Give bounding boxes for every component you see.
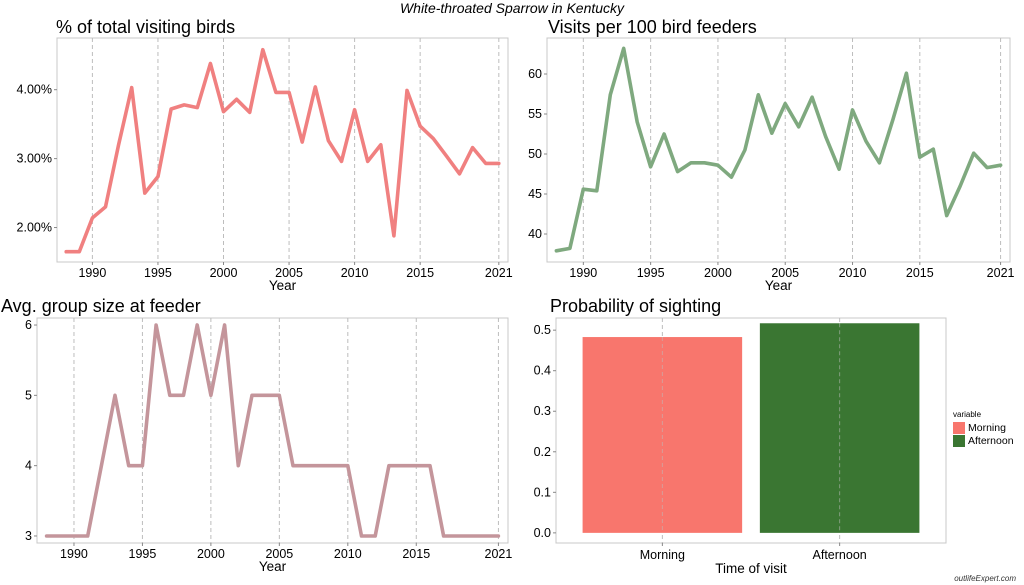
panel-1-x-tick-label: 1995 bbox=[637, 266, 665, 280]
panel-3-x-tick-label: Afternoon bbox=[813, 548, 867, 562]
panel-0-x-tick-label: 1995 bbox=[144, 266, 172, 280]
panel-3-y-tick-label: 0.4 bbox=[534, 364, 551, 378]
panel-1-y-tick-label: 45 bbox=[528, 187, 542, 201]
panel-0-series-line bbox=[64, 47, 501, 254]
panel-2-y-tick-label: 5 bbox=[25, 388, 32, 402]
panel-1-x-axis-label: Year bbox=[765, 278, 793, 293]
panel-3-x-axis-label: Time of visit bbox=[715, 561, 787, 576]
legend: variable Morning Afternoon bbox=[953, 410, 1014, 447]
panel-0-y-tick-label: 4.00% bbox=[17, 83, 52, 97]
panel-1-x-tick-label: 1990 bbox=[569, 266, 597, 280]
panel-1-x-tick-label: 2010 bbox=[839, 266, 867, 280]
panel-0-x-tick-label: 2010 bbox=[341, 266, 369, 280]
legend-swatch-morning bbox=[953, 421, 965, 434]
panel-2-x-tick-label: 1990 bbox=[60, 547, 88, 561]
panel-3-y-tick-label: 0.0 bbox=[534, 526, 551, 540]
panel-3-x-tick-label: Morning bbox=[640, 548, 685, 562]
legend-item-afternoon: Afternoon bbox=[953, 434, 1014, 447]
panel-2-series-line bbox=[44, 323, 501, 538]
panel-2-x-tick-label: 2021 bbox=[485, 547, 513, 561]
panel-2-y-tick-label: 6 bbox=[25, 318, 32, 332]
panel-title-percent: % of total visiting birds bbox=[56, 17, 236, 37]
panel-1-y-tick-label: 40 bbox=[528, 227, 542, 241]
panel-0-x-axis-label: Year bbox=[269, 278, 297, 293]
legend-title: variable bbox=[953, 410, 982, 419]
panel-2-x-axis-label: Year bbox=[259, 559, 287, 574]
panel-0-y-tick-label: 3.00% bbox=[17, 152, 52, 166]
panel-1-y-tick-label: 60 bbox=[528, 67, 542, 81]
panel-0-x-tick-label: 1990 bbox=[78, 266, 106, 280]
panel-0-frame bbox=[56, 37, 509, 263]
legend-item-morning: Morning bbox=[953, 421, 1014, 434]
panel-0-x-tick-label: 2005 bbox=[275, 266, 303, 280]
panel-2-frame bbox=[36, 317, 509, 544]
legend-label-morning: Morning bbox=[968, 421, 1006, 434]
panel-1-series-line bbox=[554, 46, 1003, 253]
panel-3-y-tick-label: 0.1 bbox=[534, 485, 551, 499]
panel-2-x-tick-label: 2000 bbox=[197, 547, 225, 561]
panel-2-x-tick-label: 1995 bbox=[129, 547, 157, 561]
legend-swatch-afternoon bbox=[953, 434, 965, 447]
panel-0-y-tick-label: 2.00% bbox=[17, 221, 52, 235]
panel-2-x-tick-label: 2015 bbox=[402, 547, 430, 561]
legend-label-afternoon: Afternoon bbox=[968, 434, 1014, 447]
panel-1-x-tick-label: 2021 bbox=[987, 266, 1015, 280]
panel-2-x-tick-label: 2010 bbox=[334, 547, 362, 561]
panel-1-x-tick-label: 2000 bbox=[704, 266, 732, 280]
panel-3-y-tick-label: 0.5 bbox=[534, 323, 551, 337]
panel-3-y-tick-label: 0.3 bbox=[534, 404, 551, 418]
panel-0-x-tick-label: 2021 bbox=[485, 266, 513, 280]
credit-text: outlifeExpert.com bbox=[954, 574, 1016, 583]
panel-title-visits: Visits per 100 bird feeders bbox=[548, 17, 757, 37]
panel-2-y-tick-label: 3 bbox=[25, 529, 32, 543]
panel-1-x-tick-label: 2005 bbox=[771, 266, 799, 280]
bar-afternoon bbox=[759, 323, 920, 533]
panel-3-y-tick-label: 0.2 bbox=[534, 445, 551, 459]
panel-title-probability: Probability of sighting bbox=[550, 296, 722, 316]
panel-1-y-tick-label: 50 bbox=[528, 147, 542, 161]
figure-title: White-throated Sparrow in Kentucky bbox=[399, 0, 625, 16]
panel-2-y-tick-label: 4 bbox=[25, 459, 32, 473]
panel-0-x-tick-label: 2015 bbox=[406, 266, 434, 280]
panel-0-x-tick-label: 2000 bbox=[210, 266, 238, 280]
panel-1-y-tick-label: 55 bbox=[528, 107, 542, 121]
panel-2-x-tick-label: 2005 bbox=[265, 547, 293, 561]
panel-title-group-size: Avg. group size at feeder bbox=[1, 296, 201, 316]
panel-1-x-tick-label: 2015 bbox=[906, 266, 934, 280]
